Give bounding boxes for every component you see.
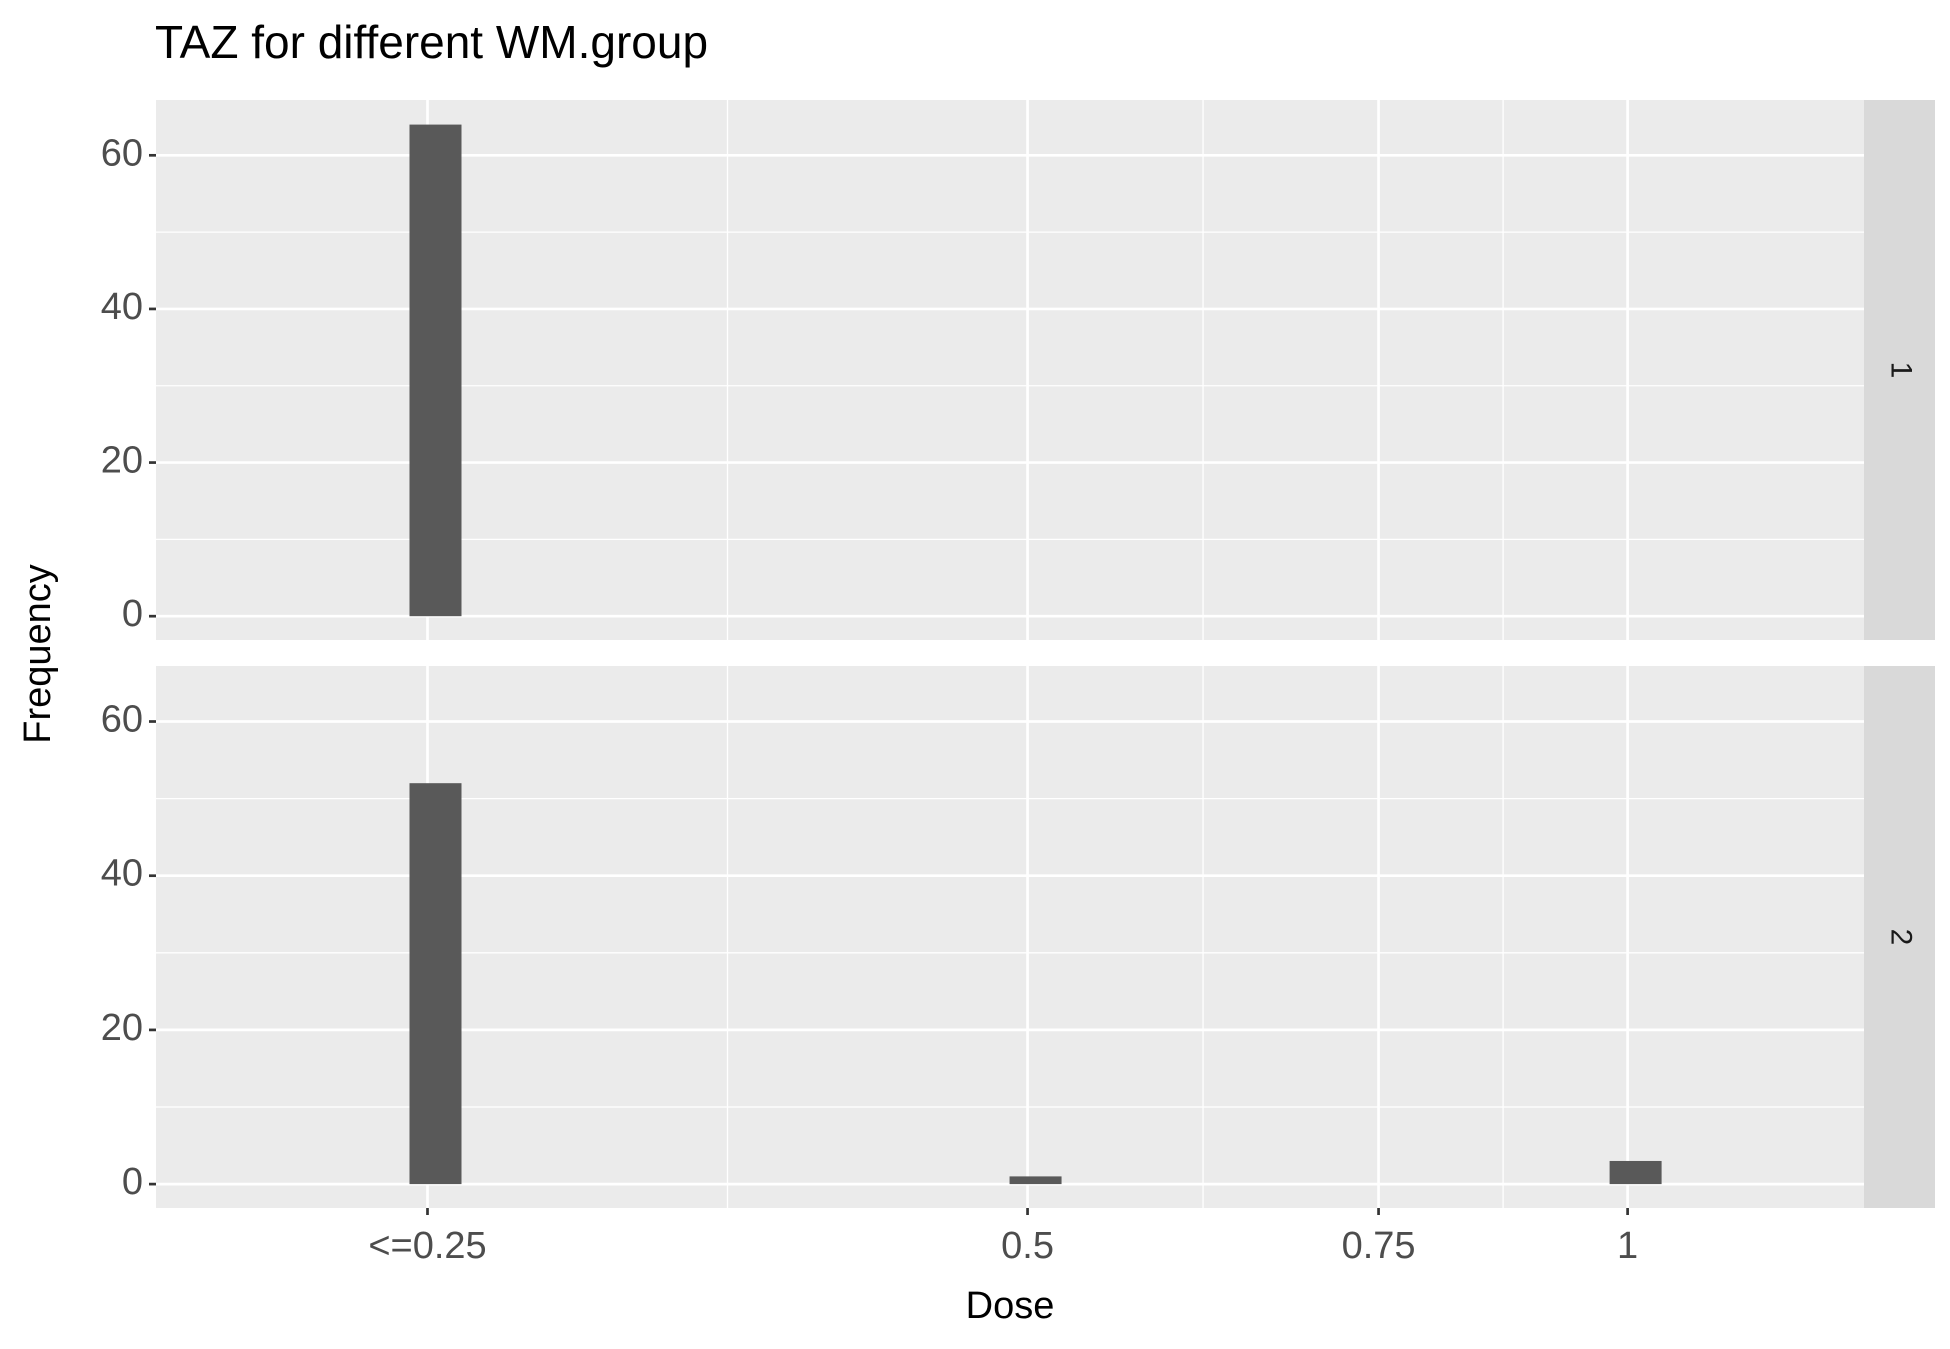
bar xyxy=(409,124,462,617)
x-tick-label: <=0.25 xyxy=(368,1225,486,1267)
strip-label: 2 xyxy=(1885,929,1918,946)
y-tick-label: 40 xyxy=(101,853,143,895)
y-tick-label: 0 xyxy=(122,593,143,635)
y-tick-label: 60 xyxy=(101,699,143,741)
x-tick-label: 0.5 xyxy=(1001,1225,1054,1267)
y-tick-label: 40 xyxy=(101,286,143,328)
x-tick-label: 0.75 xyxy=(1342,1225,1416,1267)
strip-background xyxy=(1864,666,1935,1208)
x-tick-label: 1 xyxy=(1617,1225,1638,1267)
bar xyxy=(409,783,462,1185)
strip-label: 1 xyxy=(1885,362,1918,379)
y-tick-label: 0 xyxy=(122,1161,143,1203)
y-tick-label: 60 xyxy=(101,132,143,174)
strip-background xyxy=(1864,100,1935,640)
y-axis-title: Frequency xyxy=(17,564,59,744)
bar xyxy=(1609,1160,1662,1185)
y-tick-label: 20 xyxy=(101,1007,143,1049)
chart-title: TAZ for different WM.group xyxy=(155,16,708,68)
x-axis-title: Dose xyxy=(966,1285,1055,1327)
y-tick-label: 20 xyxy=(101,440,143,482)
bar xyxy=(1009,1176,1062,1185)
